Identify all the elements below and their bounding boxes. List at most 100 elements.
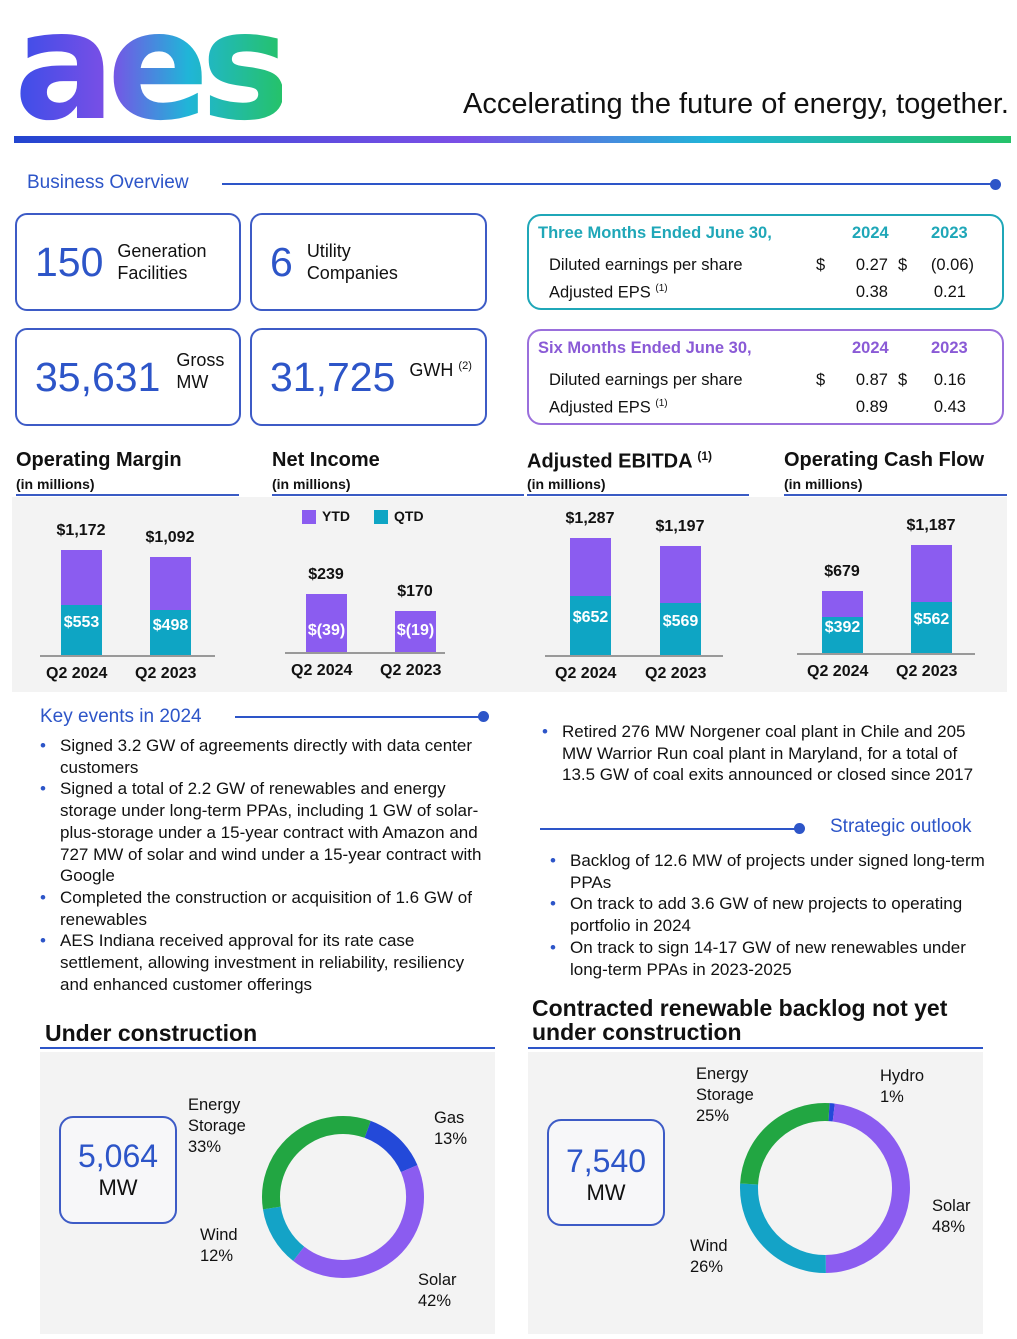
eps-value-2023: 0.16 <box>933 371 966 389</box>
eps-three-months-table: Three Months Ended June 30, 2024 2023 Dilut… <box>527 214 1004 310</box>
bar-ytd-label: $1,092 <box>145 528 195 546</box>
currency-symbol: $ <box>898 256 908 274</box>
bar-qtd <box>570 595 611 655</box>
stat-gwh: 31,725 GWH (2) <box>250 328 487 426</box>
under-construction-title: Under construction <box>45 1020 258 1046</box>
bar-ytd-label: $1,172 <box>56 521 106 539</box>
stat-generation-facilities: 150 Generation Facilities <box>15 213 241 311</box>
bar-qtd-label: $498 <box>152 616 189 634</box>
eps-value-2024: 0.87 <box>855 371 888 389</box>
bar-qtd <box>150 610 191 655</box>
donut-slice-wind <box>740 1183 826 1273</box>
chart-title: Operating Cash Flow <box>784 449 985 471</box>
bar-ytd-label: $1,197 <box>655 518 705 536</box>
bar-ytd-label: $1,187 <box>906 516 956 534</box>
slice-percent: 26% <box>690 1258 724 1276</box>
slice-percent: 42% <box>418 1292 452 1310</box>
eps-row-label: Adjusted EPS (1) <box>549 283 668 302</box>
x-tick-label: Q2 2023 <box>380 662 442 679</box>
bar-qtd-label: $652 <box>572 609 609 627</box>
stat-label: Gross MW <box>176 350 225 392</box>
list-item: Signed a total of 2.2 GW of renewables a… <box>40 778 490 887</box>
key-events-list-continued: Retired 276 MW Norgener coal plant in Ch… <box>542 721 982 786</box>
eps-row-label: Diluted earnings per share <box>549 256 743 274</box>
stat-utility-companies: 6 Utility Companies <box>250 213 487 311</box>
tagline: Accelerating the future of energy, toget… <box>463 88 1009 120</box>
currency-symbol: $ <box>898 371 908 389</box>
list-item: On track to sign 14-17 GW of new renewab… <box>550 937 990 980</box>
slice-percent: 1% <box>880 1088 904 1106</box>
total-unit: MW <box>98 1175 138 1200</box>
stat-label: GWH (2) <box>409 360 472 380</box>
eps-col-2024: 2024 <box>852 339 889 357</box>
stat-label: Generation Facilities <box>117 241 207 283</box>
x-tick-label: Q2 2024 <box>807 663 869 680</box>
strategic-outlook-heading: Strategic outlook <box>830 816 972 837</box>
chart-axis-rule <box>272 494 524 496</box>
x-tick-label: Q2 2023 <box>896 663 958 680</box>
x-axis-line <box>40 655 215 657</box>
divider-line <box>40 1047 495 1049</box>
chart-subtitle: (in millions) <box>527 476 606 492</box>
slice-label: Hydro 1% <box>880 1066 940 1108</box>
bar-ytd-label: $679 <box>824 563 860 581</box>
x-tick-label: Q2 2024 <box>555 665 617 682</box>
stat-value: 35,631 <box>35 353 161 400</box>
chart-title: Operating Margin <box>16 449 182 471</box>
slice-label: Gas 13% <box>434 1108 494 1150</box>
chart-axis-rule <box>784 494 1007 496</box>
chart-subtitle: (in millions) <box>784 476 863 492</box>
slice-label: Solar 48% <box>932 1196 992 1238</box>
bar-qtd-label: $(19) <box>396 622 435 639</box>
divider-line <box>235 716 480 718</box>
list-item: Completed the construction or acquisitio… <box>40 887 490 930</box>
eps-col-2023: 2023 <box>931 339 968 357</box>
bar-qtd-label: $569 <box>662 613 699 631</box>
eps-col-2024: 2024 <box>852 224 889 242</box>
bar-ytd-label: $170 <box>397 582 433 600</box>
list-item: Retired 276 MW Norgener coal plant in Ch… <box>542 721 982 786</box>
slice-percent: 13% <box>434 1130 468 1148</box>
eps-col-2023: 2023 <box>931 224 968 242</box>
chart-axis-rule <box>16 494 239 496</box>
gradient-divider <box>14 136 1011 143</box>
x-tick-label: Q2 2024 <box>46 665 108 682</box>
slice-label: Energy Storage 25% <box>696 1064 766 1127</box>
slice-percent: 25% <box>696 1107 730 1125</box>
slice-percent: 12% <box>200 1247 234 1265</box>
bar-qtd <box>911 601 952 653</box>
divider-line <box>540 828 798 830</box>
stat-label: Utility Companies <box>306 241 398 283</box>
eps-period-title: Three Months Ended June 30, <box>538 224 772 242</box>
divider-dot <box>990 179 1001 190</box>
eps-value-2024: 0.27 <box>855 256 888 274</box>
bar-qtd <box>61 605 102 655</box>
eps-value-2023: 0.21 <box>933 283 966 301</box>
under-construction-total: 5,064 MW <box>59 1116 177 1224</box>
bar-qtd <box>660 603 701 655</box>
legend-swatch-ytd <box>302 510 316 524</box>
bar-ytd <box>306 593 347 652</box>
bar-ytd-label: $1,287 <box>565 509 615 527</box>
slice-label: Wind 26% <box>690 1236 750 1278</box>
total-value: 5,064 <box>77 1138 159 1174</box>
eps-row-label: Diluted earnings per share <box>549 371 743 389</box>
backlog-total: 7,540 MW <box>547 1119 665 1226</box>
backlog-donut <box>740 1103 910 1273</box>
x-tick-label: Q2 2023 <box>135 665 197 682</box>
list-item: AES Indiana received approval for its ra… <box>40 930 490 995</box>
eps-value-2023: (0.06) <box>930 256 974 274</box>
donut-slice-energy-storage <box>262 1116 371 1210</box>
stat-value: 150 <box>35 238 104 285</box>
bar-qtd-label: $562 <box>913 611 950 629</box>
eps-value-2023: 0.43 <box>933 398 966 416</box>
chart-subtitle: (in millions) <box>272 476 351 492</box>
bar-qtd-label: $553 <box>63 614 100 632</box>
x-axis-line <box>797 653 975 655</box>
donut-slice-wind <box>262 1206 305 1261</box>
slice-percent: 48% <box>932 1218 966 1236</box>
bar-qtd-label: $392 <box>824 619 861 637</box>
chart-subtitle: (in millions) <box>16 476 95 492</box>
eps-six-months-table: Six Months Ended June 30, 2024 2023 Diluted… <box>527 329 1004 425</box>
bar-qtd <box>822 617 863 653</box>
